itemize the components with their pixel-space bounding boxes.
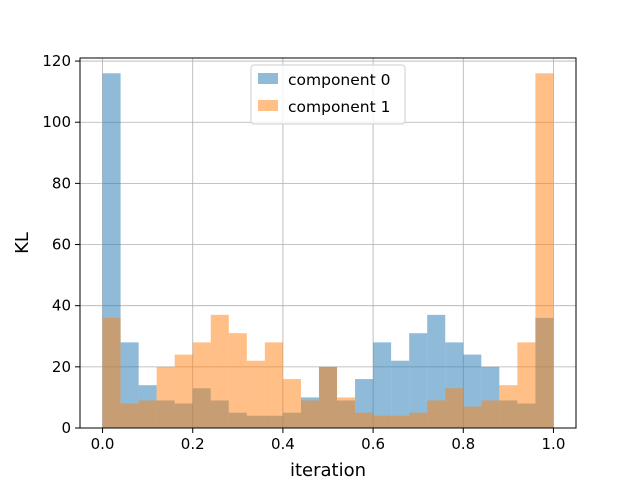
x-tick-label: 0.0 bbox=[91, 435, 115, 453]
histogram-bar-series-1 bbox=[409, 412, 428, 428]
y-tick-label: 120 bbox=[42, 52, 71, 70]
axis-ticks: 0.0 0.2 0.4 0.6 0.8 1.0 0 20 40 60 80 100 120 bbox=[42, 52, 565, 453]
histogram-bar-series-1 bbox=[156, 366, 175, 428]
legend-box bbox=[250, 64, 406, 125]
histogram-bar-series-1 bbox=[282, 379, 301, 428]
histogram-bar-series-1 bbox=[192, 342, 211, 428]
x-axis-label: iteration bbox=[290, 460, 366, 480]
histogram-bar-series-1 bbox=[427, 400, 446, 428]
histogram-bar-series-1 bbox=[391, 415, 410, 428]
histogram-bar-series-1 bbox=[228, 333, 247, 428]
legend: component 0 component 1 bbox=[250, 64, 406, 125]
histogram-bar-series-0 bbox=[391, 360, 410, 428]
histogram-bar-series-1 bbox=[517, 342, 536, 428]
y-tick-label: 60 bbox=[52, 236, 71, 254]
histogram-bars bbox=[102, 73, 554, 429]
x-tick-label: 1.0 bbox=[542, 435, 566, 453]
x-tick-label: 0.2 bbox=[181, 435, 205, 453]
y-tick-label: 100 bbox=[42, 113, 71, 131]
histogram-bar-series-1 bbox=[102, 317, 121, 428]
histogram-bar-series-0 bbox=[427, 314, 446, 428]
histogram-bar-series-1 bbox=[318, 366, 338, 428]
histogram-bar-series-1 bbox=[355, 412, 374, 428]
y-tick-label: 80 bbox=[52, 174, 71, 192]
histogram-bar-series-1 bbox=[174, 354, 193, 428]
histogram-bar-series-1 bbox=[138, 400, 157, 428]
legend-swatch-component-1 bbox=[258, 100, 278, 111]
x-tick-label: 0.8 bbox=[451, 435, 475, 453]
y-tick-label: 20 bbox=[52, 358, 71, 376]
histogram-bar-series-1 bbox=[445, 388, 464, 428]
plot-frame bbox=[79, 57, 577, 429]
histogram-bar-series-1 bbox=[246, 360, 265, 428]
y-axis-label: KL bbox=[12, 232, 33, 254]
histogram-bar-series-1 bbox=[463, 406, 482, 428]
histogram-bar-series-1 bbox=[300, 400, 319, 428]
y-tick-label: 40 bbox=[52, 297, 71, 315]
x-tick-label: 0.6 bbox=[361, 435, 385, 453]
histogram-bar-series-1 bbox=[499, 385, 518, 428]
histogram-bar-series-1 bbox=[120, 403, 139, 428]
histogram-bar-series-1 bbox=[481, 400, 500, 428]
histogram-bar-series-0 bbox=[373, 342, 392, 428]
legend-label-component-0: component 0 bbox=[288, 71, 390, 89]
y-tick-label: 0 bbox=[61, 419, 71, 437]
histogram-bar-series-1 bbox=[373, 415, 392, 428]
histogram-bar-series-1 bbox=[535, 73, 554, 429]
histogram-bar-series-1 bbox=[264, 342, 283, 428]
histogram-bar-series-1 bbox=[337, 397, 356, 428]
x-tick-label: 0.4 bbox=[271, 435, 295, 453]
legend-swatch-component-0 bbox=[258, 73, 278, 84]
histogram-bar-series-0 bbox=[409, 333, 428, 428]
legend-label-component-1: component 1 bbox=[288, 98, 390, 116]
histogram-bar-series-1 bbox=[210, 314, 229, 428]
